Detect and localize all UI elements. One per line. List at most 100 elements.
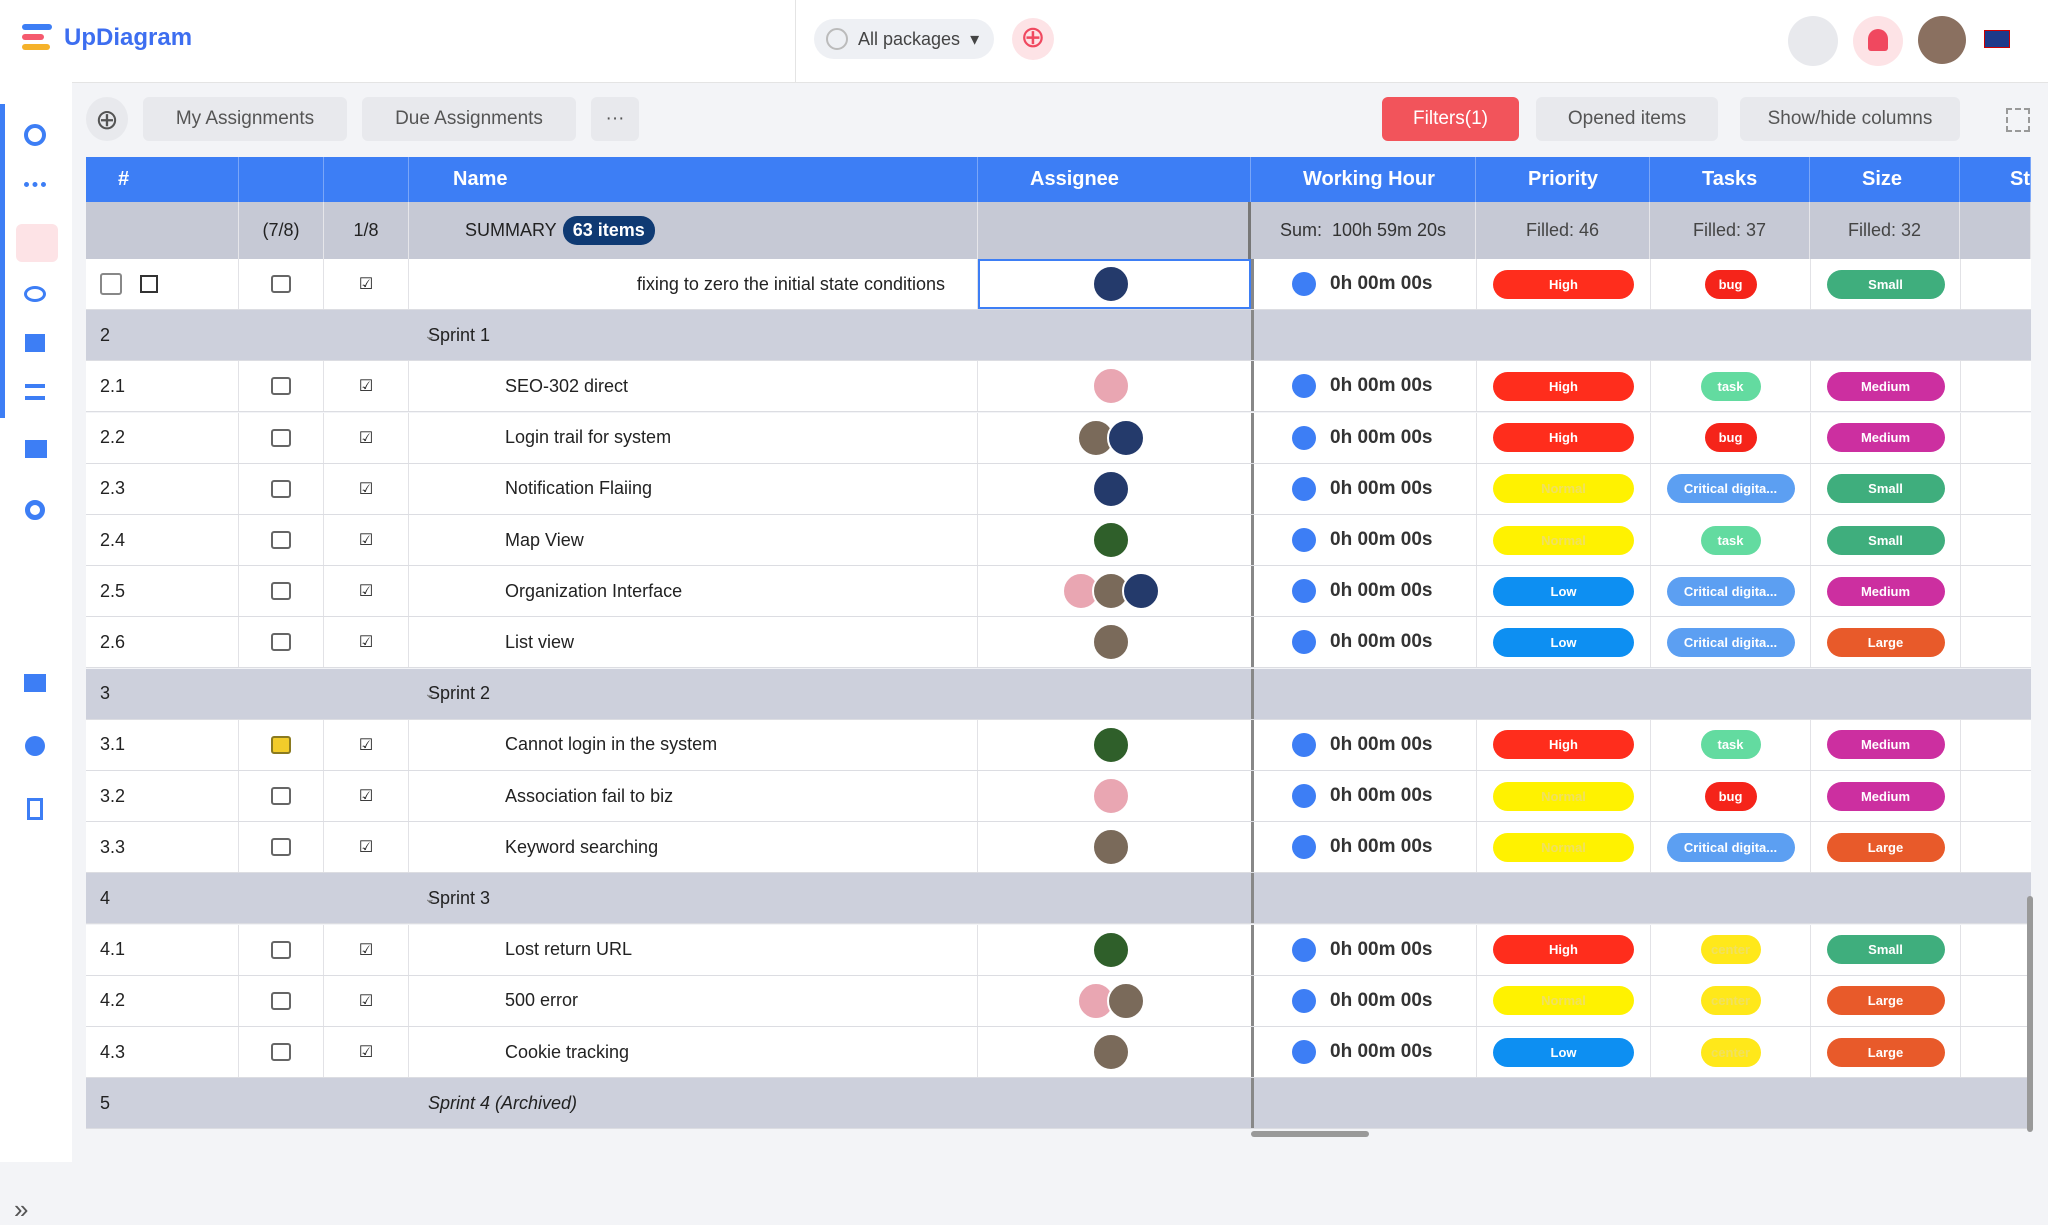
row-id: 2.3 — [100, 478, 126, 499]
check-icon: ☑ — [358, 532, 374, 549]
cell: Critical digita... — [1650, 463, 1810, 514]
add-package[interactable]: ⊕ — [1012, 18, 1054, 60]
item-row: 2.4 ☑ Map View 0h 00m 00s Normal task Small — [86, 515, 2031, 566]
working-hour: 0h 00m 00s — [1330, 580, 1433, 602]
nav-icon-active[interactable] — [16, 224, 58, 262]
more-button[interactable]: ··· — [591, 97, 639, 141]
badge: bug — [1704, 781, 1757, 811]
opened-items[interactable]: Opened items — [1536, 97, 1718, 141]
task-name: Login trail for system — [505, 427, 672, 448]
cell: High — [1476, 361, 1650, 412]
cell: Sum: 100h 59m 20s — [1251, 202, 1476, 259]
cell: 4.1 — [86, 924, 239, 975]
show-hide-columns[interactable]: Show/hide columns — [1740, 97, 1960, 141]
task-name: Organization Interface — [505, 580, 683, 601]
cell — [239, 412, 324, 463]
add-button[interactable]: ⊕ — [86, 97, 128, 141]
package-select[interactable]: All packages ▾ — [814, 19, 994, 59]
summary-label: SUMMARY — [465, 220, 557, 240]
working-hour: 0h 00m 00s — [1330, 836, 1433, 858]
nav-icon[interactable] — [25, 440, 47, 458]
chevron: ⌄ — [424, 326, 436, 343]
sidebar-active — [0, 104, 5, 418]
assignee-avatar — [1076, 418, 1115, 457]
group-name: Sprint 2 — [428, 683, 491, 704]
filters-button[interactable]: Filters(1) — [1382, 97, 1519, 141]
summary-row: (7/8) 1/8 SUMMARY 63 items Sum: 100h 59m 20s F… — [86, 202, 2031, 259]
cell: High — [1476, 412, 1650, 463]
due-assignments[interactable]: Due Assignments — [362, 97, 576, 141]
cell — [1251, 668, 2031, 719]
group-row: 4 Sprint 3 ⌄ — [86, 873, 2031, 925]
assignee-avatar — [1091, 828, 1130, 867]
chevron: ⌄ — [424, 889, 436, 906]
nav-icon[interactable] — [24, 124, 46, 146]
cell: Login trail for system — [409, 412, 978, 463]
sidebar: » — [0, 82, 72, 1224]
search-button[interactable] — [1788, 16, 1838, 66]
nav-icon[interactable] — [24, 182, 46, 203]
badge: task — [1700, 525, 1761, 555]
task-name: Map View — [505, 529, 584, 550]
play-icon — [1292, 835, 1316, 860]
cell: 0h 00m 00s — [1251, 259, 1476, 309]
column-header: Name — [453, 168, 508, 190]
cell: 2.4 — [86, 515, 239, 565]
group-name: Sprint 3 — [428, 887, 491, 908]
cell — [239, 566, 324, 617]
play-icon — [1292, 476, 1316, 501]
nav-icon[interactable] — [24, 286, 46, 302]
item-row: 4.3 ☑ Cookie tracking 0h 00m 00s Low center La… — [86, 1027, 2031, 1078]
cell: Normal — [1476, 463, 1650, 514]
notification-button[interactable] — [1853, 16, 1903, 66]
play-icon — [1292, 528, 1316, 552]
nav-icon[interactable] — [25, 334, 45, 352]
cell: 500 error — [409, 975, 978, 1026]
working-hour: 0h 00m 00s — [1330, 733, 1433, 755]
working-hour: 0h 00m 00s — [1330, 1041, 1433, 1062]
my-assignments[interactable]: My Assignments — [143, 97, 347, 141]
task-name: Keyword searching — [505, 836, 659, 857]
task-name: 500 error — [505, 990, 579, 1011]
cell: Normal — [1476, 822, 1650, 873]
user-avatar[interactable] — [1918, 16, 1966, 64]
filled-tasks: Filled: 37 — [1692, 220, 1767, 240]
nav-icon[interactable] — [27, 798, 43, 820]
cell: SEO-302 direct — [409, 361, 978, 412]
comment-icon — [271, 633, 291, 652]
cell — [1960, 771, 2031, 821]
assignee-avatar — [1091, 265, 1130, 303]
cell: Association fail to biz — [409, 771, 978, 821]
comment-icon — [271, 838, 291, 857]
badge: High — [1493, 935, 1634, 965]
cell — [239, 975, 324, 1026]
cell: ☑ — [324, 1027, 409, 1077]
package-label: All packages — [858, 28, 961, 49]
cell: ☑ — [324, 822, 409, 873]
fullscreen[interactable] — [2006, 108, 2030, 132]
column-header: St — [2010, 168, 2030, 190]
badge: Large — [1826, 1037, 1945, 1067]
badge: High — [1493, 730, 1634, 760]
nav-icon[interactable] — [24, 674, 46, 692]
cell: ☑ — [324, 566, 409, 617]
nav-icon[interactable] — [25, 500, 45, 520]
cell: 2.3 — [86, 463, 239, 514]
check-icon: ☑ — [358, 634, 374, 652]
badge: center — [1700, 935, 1761, 965]
badge: High — [1493, 371, 1634, 401]
nav-icon[interactable] — [25, 384, 45, 400]
task-name: Cannot login in the system — [505, 734, 718, 755]
language-flag[interactable] — [1984, 30, 2010, 48]
logo: UpDiagram — [64, 24, 193, 51]
working-hour: 0h 00m 00s — [1330, 989, 1433, 1011]
working-hour: 0h 00m 00s — [1330, 938, 1433, 960]
cell — [239, 361, 324, 412]
expand-sidebar[interactable]: » — [14, 1194, 29, 1224]
item-row: 2.3 ☑ Notification Flaiing 0h 00m 00s Normal… — [86, 463, 2031, 515]
play-icon — [1292, 425, 1316, 450]
badge: Medium — [1826, 423, 1945, 453]
badge: Normal — [1493, 474, 1634, 504]
row-id: 4.2 — [100, 990, 126, 1011]
nav-icon[interactable] — [25, 736, 45, 756]
